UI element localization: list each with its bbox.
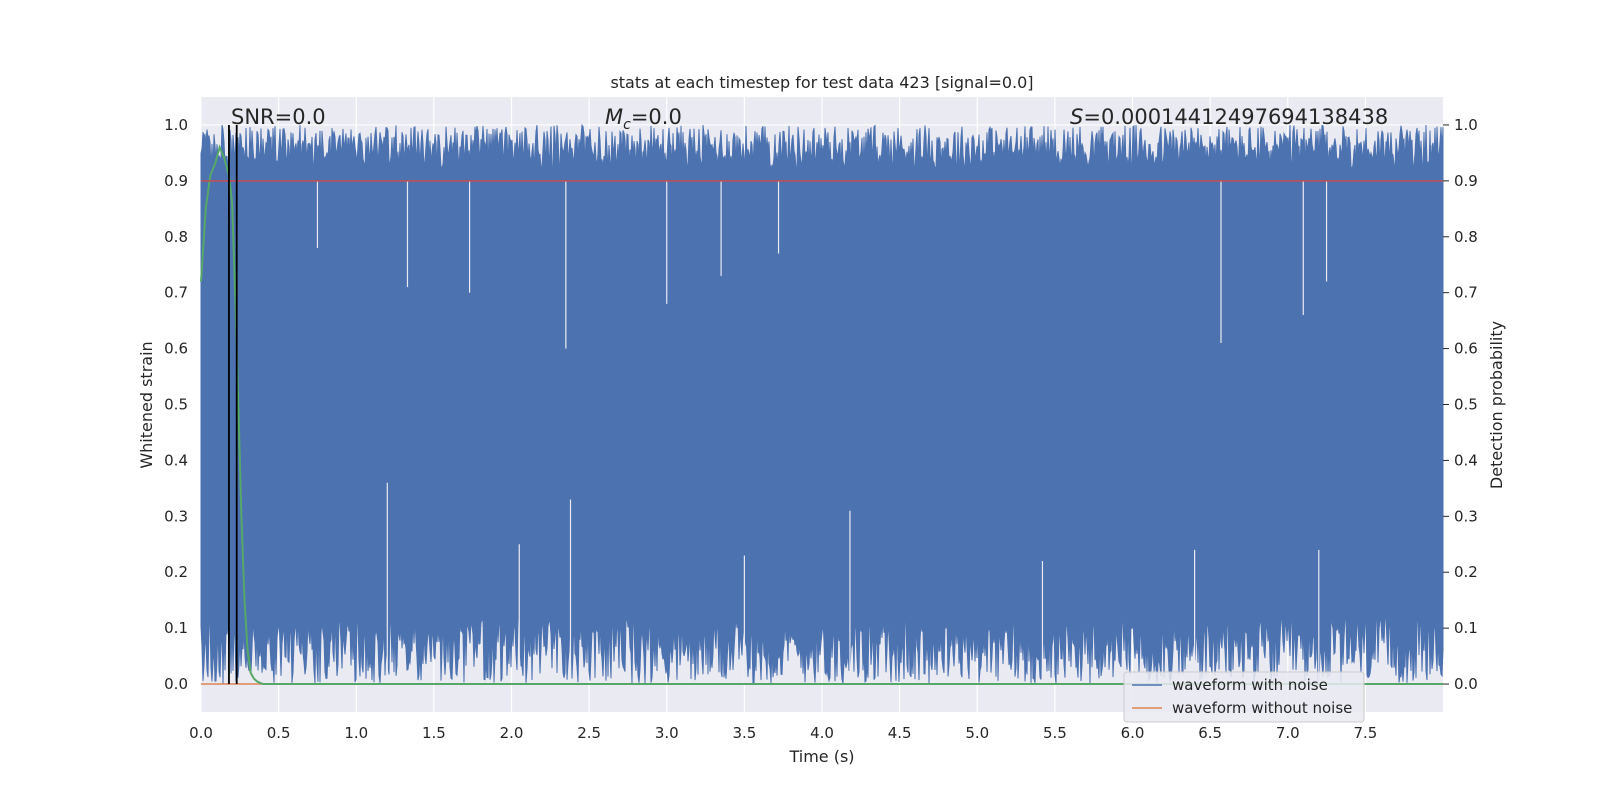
y-axis-label-right: Detection probability: [1487, 321, 1506, 489]
x-tick-label: 0.5: [267, 724, 291, 742]
x-tick-label: 7.5: [1353, 724, 1377, 742]
x-tick-label: 6.5: [1198, 724, 1222, 742]
y-tick-label: 0.0: [164, 675, 188, 693]
x-tick-label: 3.0: [655, 724, 679, 742]
x-tick-label: 4.0: [810, 724, 834, 742]
y-right-tick-label: 0.5: [1454, 396, 1478, 414]
snr-annotation: SNR=0.0: [231, 105, 326, 129]
legend-label-clean: waveform without noise: [1172, 699, 1352, 717]
chirp-mass-annotation: Mc=0.0: [605, 105, 682, 133]
x-tick-label: 2.0: [500, 724, 524, 742]
y-tick-label: 0.6: [164, 340, 188, 358]
y-right-tick-label: 0.8: [1454, 228, 1478, 246]
x-tick-label: 1.5: [422, 724, 446, 742]
x-tick-label: 5.5: [1043, 724, 1067, 742]
y-tick-label: 1.0: [164, 116, 188, 134]
chart-title: stats at each timestep for test data 423…: [610, 73, 1033, 92]
x-tick-label: 1.0: [344, 724, 368, 742]
x-tick-label: 2.5: [577, 724, 601, 742]
y-tick-labels-right: 0.0 0.1 0.2 0.3 0.4 0.5 0.6 0.7 0.8 0.9 1.0: [1443, 116, 1478, 693]
x-axis-label: Time (s): [788, 747, 854, 766]
y-tick-label: 0.7: [164, 284, 188, 302]
y-right-tick-label: 1.0: [1454, 116, 1478, 134]
y-right-tick-label: 0.0: [1454, 675, 1478, 693]
statistic-symbol: S: [1070, 105, 1083, 129]
x-tick-label: 4.5: [888, 724, 912, 742]
x-tick-label: 6.0: [1121, 724, 1145, 742]
legend-label-noise: waveform with noise: [1172, 676, 1328, 694]
y-right-tick-label: 0.1: [1454, 619, 1478, 637]
legend-box: [1123, 671, 1365, 723]
noise-waveform-layer: [200, 124, 1444, 686]
y-tick-label: 0.1: [164, 619, 188, 637]
legend: waveform with noise waveform without noi…: [1123, 671, 1365, 723]
series-line-probability: [200, 144, 1443, 685]
y-tick-label: 0.8: [164, 228, 188, 246]
y-tick-label: 0.4: [164, 451, 188, 469]
chirp-mass-value: =0.0: [631, 105, 682, 129]
y-tick-label: 0.5: [164, 396, 188, 414]
y-tick-label: 0.2: [164, 563, 188, 581]
chirp-mass-subscript: c: [623, 117, 631, 133]
y-right-tick-label: 0.4: [1454, 451, 1478, 469]
y-right-tick-label: 0.7: [1454, 284, 1478, 302]
y-tick-labels-left: 0.0 0.1 0.2 0.3 0.4 0.5 0.6 0.7 0.8 0.9 1.0: [164, 116, 188, 693]
x-tick-labels: 0.0 0.5 1.0 1.5 2.0 2.5 3.0 3.5 4.0 4.5 5.0 5.5 6.0 6…: [189, 724, 1377, 742]
y-tick-label: 0.9: [164, 172, 188, 190]
chirp-mass-symbol: M: [605, 105, 623, 129]
statistic-value: =0.00014412497694138438: [1083, 105, 1388, 129]
noise-waveform-band: [200, 124, 1444, 686]
x-tick-label: 7.0: [1276, 724, 1300, 742]
y-tick-label: 0.3: [164, 507, 188, 525]
x-tick-label: 3.5: [732, 724, 756, 742]
statistic-annotation: S=0.00014412497694138438: [1070, 105, 1388, 129]
y-right-tick-label: 0.6: [1454, 340, 1478, 358]
y-right-tick-label: 0.9: [1454, 172, 1478, 190]
y-axis-label-left: Whitened strain: [137, 341, 156, 468]
y-right-tick-label: 0.3: [1454, 507, 1478, 525]
y-right-tick-label: 0.2: [1454, 563, 1478, 581]
x-tick-label: 5.0: [965, 724, 989, 742]
x-tick-label: 0.0: [189, 724, 213, 742]
